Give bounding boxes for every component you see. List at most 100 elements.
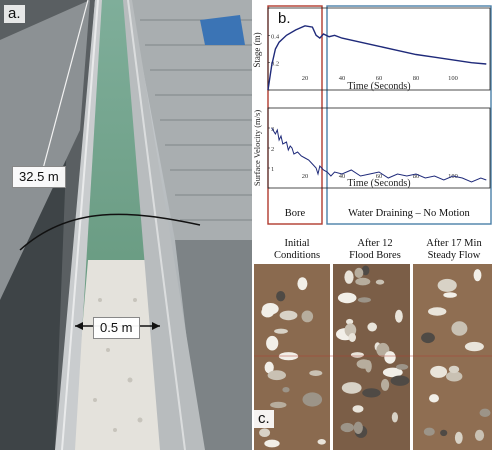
bore-region-label: Bore [285,208,306,219]
pebble [355,277,371,286]
pebble [362,388,381,398]
draining-region-box [326,5,492,225]
pebble [473,269,482,282]
pebble [381,378,390,391]
pebble [267,370,286,381]
stage-xtick-label: 100 [448,75,458,82]
pebble [421,332,435,344]
velocity-xtick-label: 60 [376,173,383,180]
pebble [430,365,448,378]
pebble [264,439,280,448]
caption-steady-line1: After 17 Min [426,238,482,249]
pebble [448,365,460,374]
pebble [443,292,457,298]
pebble [446,371,463,382]
pebble [354,267,364,278]
pebble [297,277,308,291]
column-caption-flood: After 12 Flood Bores [338,238,412,262]
pebble [390,375,410,386]
pebble [479,408,491,417]
flume-length-label: 32.5 m [12,166,66,188]
pebble [357,297,371,303]
pebble [346,318,354,325]
gravel-panel: Initial Conditions After 12 Flood Bores … [252,232,494,450]
caption-initial-line1: Initial [284,238,310,249]
pebble [437,278,457,292]
flume-photo-panel: a. 32.5 m 0.5 m [0,0,252,450]
pebble [396,364,409,370]
velocity-xlabel: Time (Seconds) [347,178,410,189]
caption-flood-line1: After 12 [357,238,393,249]
pebble [464,341,484,352]
pebble [348,333,356,342]
column-caption-steady: After 17 Min Steady Flow [416,238,492,262]
pebble [344,270,354,284]
panel-c-label: c. [254,410,274,428]
stage-xtick-label: 80 [413,75,420,82]
pebble [352,405,364,413]
pebble [301,310,314,323]
pebble [270,401,287,409]
pebble [353,421,363,434]
velocity-series-line [271,127,487,183]
pebble [337,292,357,304]
pebble [282,387,290,393]
pebble [474,429,485,441]
pebble [276,291,286,302]
stage-xtick-label: 40 [339,75,346,82]
flume-photo [0,0,252,450]
column-caption-initial: Initial Conditions [262,238,332,262]
pebble [423,427,435,436]
stage-series-line [267,25,487,91]
velocity-xtick-label: 20 [302,173,309,180]
pebble [391,412,398,423]
stage-ytick-label: 0.4 [271,33,280,40]
pebble [384,351,396,364]
caption-initial-line2: Conditions [273,250,321,261]
pebble [451,321,468,336]
caption-flood-line2: Flood Bores [349,250,401,261]
pebble [274,328,288,334]
pebble [382,367,403,378]
stage-ylabel: Stage (m) [252,32,262,67]
pebble [367,322,377,332]
velocity-ytick-label: 1 [271,166,274,173]
gravel-photo-steady [413,264,492,450]
pebble [375,279,385,285]
charts-panel: 0.2 0.4 20 40 60 80 100 1 2 3 20 40 60 80 100 Stage (… [252,0,494,232]
pebble [259,428,271,437]
pebble [454,431,463,444]
stage-xtick-label: 20 [302,75,309,82]
pebble [429,394,439,403]
pebble [440,429,448,437]
velocity-xtick-label: 80 [413,173,420,180]
caption-steady-line2: Steady Flow [427,250,481,261]
pebble [309,370,323,376]
pebble [264,361,274,374]
stage-axes [267,7,491,91]
pebble [266,335,279,351]
pebble [350,352,364,358]
stage-xlabel: Time (Seconds) [347,81,410,92]
draining-region-label: Water Draining – No Motion [348,208,470,219]
pebble [262,303,279,315]
pebble [361,265,370,276]
pebble [341,382,362,394]
gravel-photo-flood [333,264,410,450]
velocity-ytick-label: 2 [271,146,274,153]
velocity-ylabel: Surface Velocity (m/s) [252,110,262,186]
pebble [428,307,447,316]
pebble [317,439,326,445]
velocity-xtick-label: 40 [339,173,346,180]
pebble [302,392,323,407]
panel-b-label: b. [274,10,295,28]
pebble [395,309,403,323]
stage-xtick-label: 60 [376,75,383,82]
flume-width-label: 0.5 m [93,317,140,339]
gravel-photos [254,264,492,450]
pebble [279,310,298,321]
panel-a-label: a. [4,5,25,23]
pebble [365,360,372,373]
stage-ytick-label: 0.2 [271,61,279,68]
